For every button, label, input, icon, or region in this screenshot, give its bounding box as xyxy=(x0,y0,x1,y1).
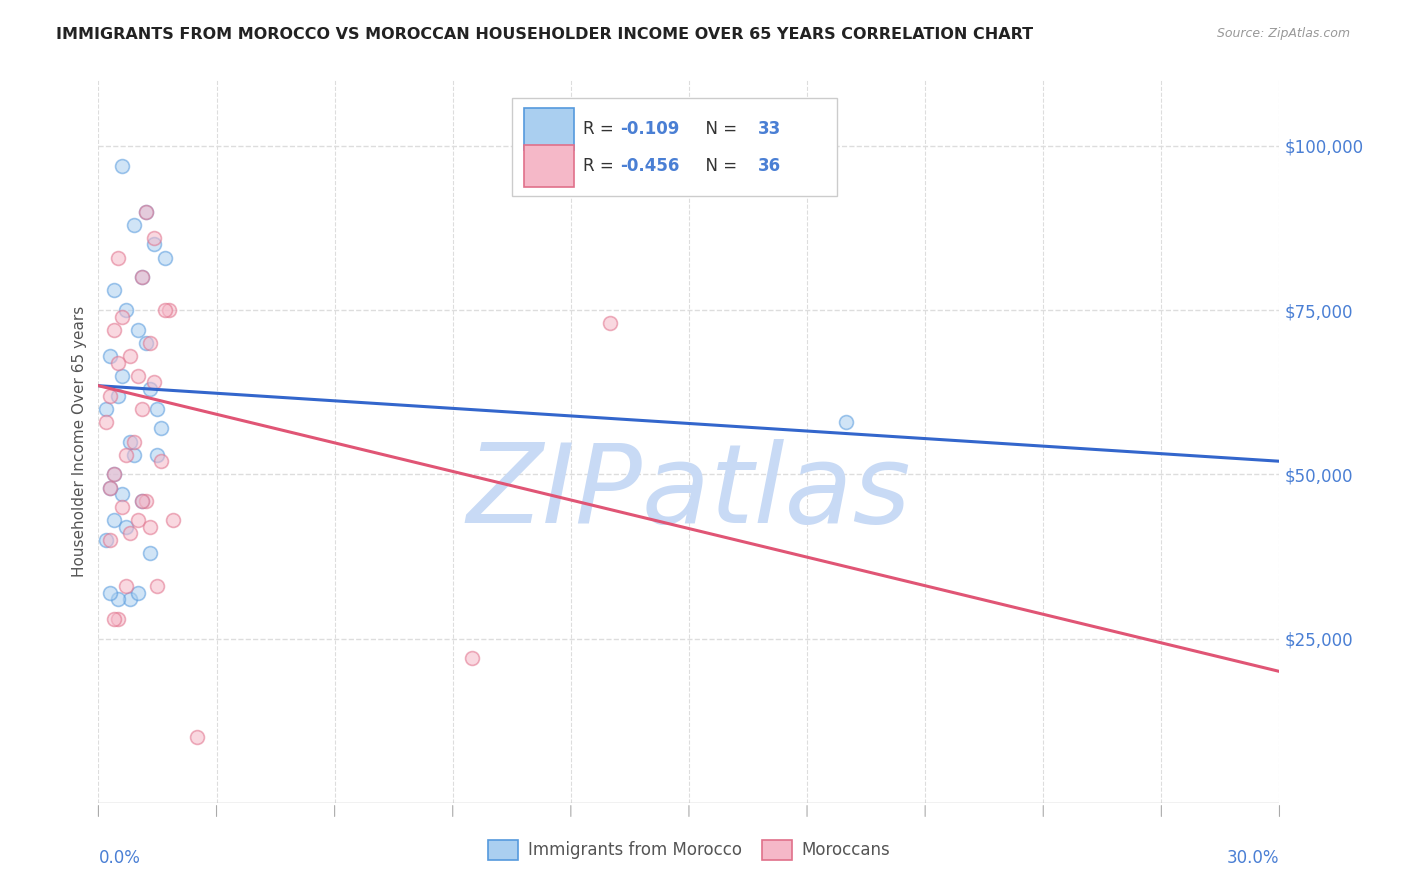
Point xyxy=(103,284,125,298)
Point xyxy=(118,592,141,607)
Point xyxy=(111,159,134,173)
Point xyxy=(157,303,180,318)
Point xyxy=(131,401,153,416)
Point xyxy=(186,730,208,744)
Point xyxy=(138,336,160,351)
Point xyxy=(131,493,153,508)
Point xyxy=(107,356,129,370)
FancyBboxPatch shape xyxy=(523,108,575,150)
Point xyxy=(122,218,145,232)
Text: 33: 33 xyxy=(758,120,780,137)
Point xyxy=(135,204,157,219)
Point xyxy=(146,579,169,593)
Point xyxy=(138,520,160,534)
Point xyxy=(103,467,125,482)
Text: ZIPatlas: ZIPatlas xyxy=(467,439,911,546)
Point xyxy=(150,454,173,468)
Point xyxy=(155,303,177,318)
Point xyxy=(103,467,125,482)
Point xyxy=(150,421,173,435)
Point xyxy=(122,434,145,449)
Text: R =: R = xyxy=(582,157,619,175)
Point xyxy=(461,651,484,665)
Point xyxy=(599,316,621,330)
Point xyxy=(135,493,157,508)
Point xyxy=(142,376,165,390)
Point xyxy=(98,349,121,363)
Text: -0.109: -0.109 xyxy=(620,120,681,137)
Point xyxy=(111,500,134,515)
Point xyxy=(162,513,184,527)
Text: Source: ZipAtlas.com: Source: ZipAtlas.com xyxy=(1216,27,1350,40)
Point xyxy=(127,323,149,337)
Point xyxy=(111,310,134,324)
Point xyxy=(146,448,169,462)
Point xyxy=(98,388,121,402)
Text: 36: 36 xyxy=(758,157,780,175)
Point xyxy=(127,585,149,599)
Point xyxy=(142,231,165,245)
Text: 0.0%: 0.0% xyxy=(98,849,141,867)
Point xyxy=(138,546,160,560)
Point xyxy=(118,434,141,449)
Text: N =: N = xyxy=(695,120,742,137)
Point xyxy=(131,270,153,285)
Point xyxy=(96,533,118,547)
Point xyxy=(118,526,141,541)
Point xyxy=(135,204,157,219)
Point xyxy=(127,513,149,527)
Point xyxy=(122,448,145,462)
Point xyxy=(111,487,134,501)
Point xyxy=(103,513,125,527)
Point xyxy=(98,585,121,599)
Point xyxy=(146,401,169,416)
Text: R =: R = xyxy=(582,120,619,137)
Point xyxy=(107,592,129,607)
Point xyxy=(135,336,157,351)
Point xyxy=(98,481,121,495)
Point xyxy=(98,533,121,547)
Point xyxy=(118,349,141,363)
Point xyxy=(96,415,118,429)
Point xyxy=(107,251,129,265)
Text: 30.0%: 30.0% xyxy=(1227,849,1279,867)
FancyBboxPatch shape xyxy=(523,145,575,187)
Point xyxy=(107,388,129,402)
Text: -0.456: -0.456 xyxy=(620,157,681,175)
Point xyxy=(103,323,125,337)
Point xyxy=(155,251,177,265)
Point xyxy=(98,481,121,495)
Point xyxy=(835,415,858,429)
Point xyxy=(138,382,160,396)
Text: IMMIGRANTS FROM MOROCCO VS MOROCCAN HOUSEHOLDER INCOME OVER 65 YEARS CORRELATION: IMMIGRANTS FROM MOROCCO VS MOROCCAN HOUS… xyxy=(56,27,1033,42)
Point xyxy=(142,237,165,252)
Text: N =: N = xyxy=(695,157,742,175)
Point xyxy=(115,448,138,462)
Point xyxy=(107,612,129,626)
Point xyxy=(131,270,153,285)
Point xyxy=(103,612,125,626)
Legend: Immigrants from Morocco, Moroccans: Immigrants from Morocco, Moroccans xyxy=(481,833,897,867)
FancyBboxPatch shape xyxy=(512,98,837,196)
Point xyxy=(96,401,118,416)
Point xyxy=(115,520,138,534)
Y-axis label: Householder Income Over 65 years: Householder Income Over 65 years xyxy=(72,306,87,577)
Point xyxy=(115,303,138,318)
Point xyxy=(115,579,138,593)
Point xyxy=(127,368,149,383)
Point xyxy=(131,493,153,508)
Point xyxy=(111,368,134,383)
